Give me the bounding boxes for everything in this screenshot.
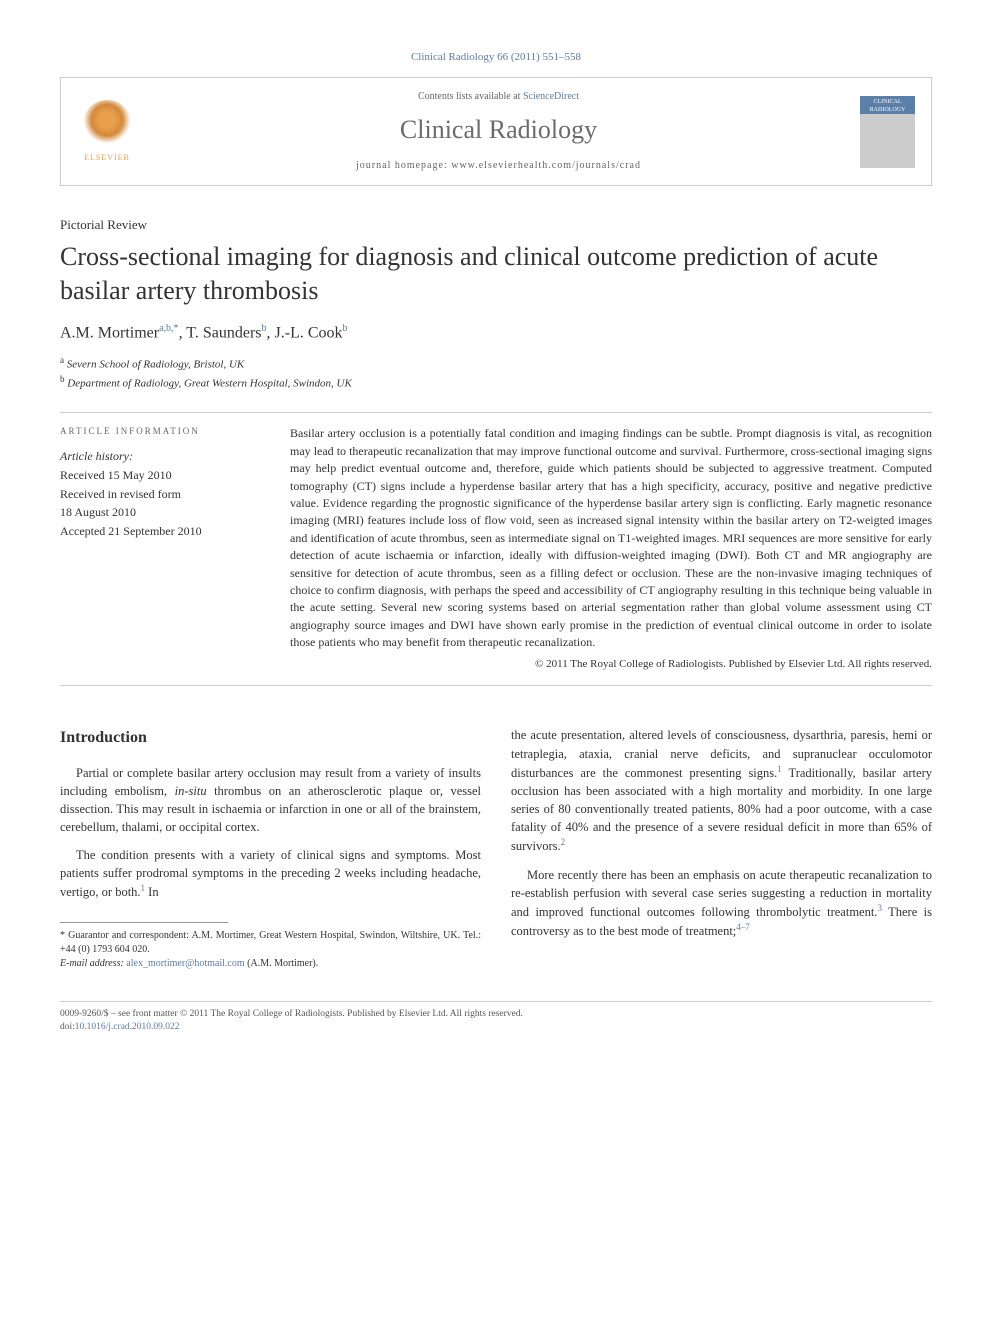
journal-header: ELSEVIER Contents lists available at Sci…	[60, 77, 932, 185]
divider-top	[60, 412, 932, 413]
article-history-label: Article history:	[60, 448, 260, 465]
elsevier-label: ELSEVIER	[84, 152, 130, 163]
affiliations: a Severn School of Radiology, Bristol, U…	[60, 354, 932, 392]
intro-paragraph-2: The condition presents with a variety of…	[60, 846, 481, 902]
journal-homepage: journal homepage: www.elsevierhealth.com…	[153, 159, 844, 173]
footnote-block: * Guarantor and correspondent: A.M. Mort…	[60, 929, 481, 971]
article-title: Cross-sectional imaging for diagnosis an…	[60, 240, 932, 308]
p4-citation-2[interactable]: 4–7	[736, 922, 750, 932]
p4-pre: More recently there has been an emphasis…	[511, 868, 932, 919]
divider-bottom	[60, 685, 932, 686]
author-1-sup: a,b,*	[159, 323, 178, 334]
article-information: ARTICLE INFORMATION Article history: Rec…	[60, 425, 260, 673]
header-citation: Clinical Radiology 66 (2011) 551–558	[60, 50, 932, 65]
page-footer: 0009-9260/$ – see front matter © 2011 Th…	[60, 1001, 932, 1035]
footer-doi: doi:10.1016/j.crad.2010.09.022	[60, 1021, 932, 1034]
paper-page: Clinical Radiology 66 (2011) 551–558 ELS…	[0, 0, 992, 1084]
sciencedirect-link[interactable]: ScienceDirect	[523, 91, 579, 102]
body-columns: Introduction Partial or complete basilar…	[60, 726, 932, 970]
abstract-copyright: © 2011 The Royal College of Radiologists…	[290, 657, 932, 673]
introduction-heading: Introduction	[60, 726, 481, 749]
affil-b-text: Department of Radiology, Great Western H…	[65, 378, 352, 390]
body-column-left: Introduction Partial or complete basilar…	[60, 726, 481, 970]
abstract-text: Basilar artery occlusion is a potentiall…	[290, 426, 932, 649]
article-type: Pictorial Review	[60, 216, 932, 234]
doi-label: doi:	[60, 1022, 75, 1032]
in-situ-emphasis: in-situ	[175, 784, 207, 798]
guarantor-footnote: * Guarantor and correspondent: A.M. Mort…	[60, 929, 481, 957]
homepage-prefix: journal homepage:	[356, 160, 451, 171]
affiliation-b: b Department of Radiology, Great Western…	[60, 373, 932, 392]
intro-paragraph-1: Partial or complete basilar artery occlu…	[60, 764, 481, 837]
contents-prefix: Contents lists available at	[418, 91, 523, 102]
authors-line: A.M. Mortimera,b,*, T. Saunders b, J.-L. …	[60, 322, 932, 345]
email-link[interactable]: alex_mortimer@hotmail.com	[126, 958, 244, 969]
email-footnote: E-mail address: alex_mortimer@hotmail.co…	[60, 957, 481, 971]
affil-a-text: Severn School of Radiology, Bristol, UK	[64, 359, 244, 371]
accepted-date: Accepted 21 September 2010	[60, 523, 260, 540]
homepage-url[interactable]: www.elsevierhealth.com/journals/crad	[451, 160, 641, 171]
p2-pre: The condition presents with a variety of…	[60, 848, 481, 899]
p2-post: In	[145, 885, 159, 899]
author-3: , J.-L. Cook	[267, 324, 343, 341]
intro-paragraph-4: More recently there has been an emphasis…	[511, 866, 932, 941]
elsevier-tree-icon	[82, 100, 132, 150]
doi-link[interactable]: 10.1016/j.crad.2010.09.022	[75, 1022, 180, 1032]
footnote-divider	[60, 922, 228, 923]
journal-name: Clinical Radiology	[153, 112, 844, 148]
abstract: Basilar artery occlusion is a potentiall…	[290, 425, 932, 673]
article-info-heading: ARTICLE INFORMATION	[60, 425, 260, 438]
author-1: A.M. Mortimer	[60, 324, 159, 341]
body-column-right: the acute presentation, altered levels o…	[511, 726, 932, 970]
journal-header-center: Contents lists available at ScienceDirec…	[153, 90, 844, 172]
intro-paragraph-3: the acute presentation, altered levels o…	[511, 726, 932, 855]
email-label: E-mail address:	[60, 958, 126, 969]
info-abstract-row: ARTICLE INFORMATION Article history: Rec…	[60, 425, 932, 673]
p3-citation-2[interactable]: 2	[561, 837, 566, 847]
elsevier-logo: ELSEVIER	[77, 97, 137, 167]
footer-copyright: 0009-9260/$ – see front matter © 2011 Th…	[60, 1008, 932, 1021]
contents-line: Contents lists available at ScienceDirec…	[153, 90, 844, 104]
author-2: , T. Saunders	[179, 324, 262, 341]
email-suffix: (A.M. Mortimer).	[245, 958, 319, 969]
revised-line-1: Received in revised form	[60, 486, 260, 503]
received-date: Received 15 May 2010	[60, 467, 260, 484]
journal-cover-thumbnail: CLINICAL RADIOLOGY	[860, 96, 915, 168]
revised-line-2: 18 August 2010	[60, 504, 260, 521]
author-3-sup: b	[343, 323, 348, 334]
affiliation-a: a Severn School of Radiology, Bristol, U…	[60, 354, 932, 373]
